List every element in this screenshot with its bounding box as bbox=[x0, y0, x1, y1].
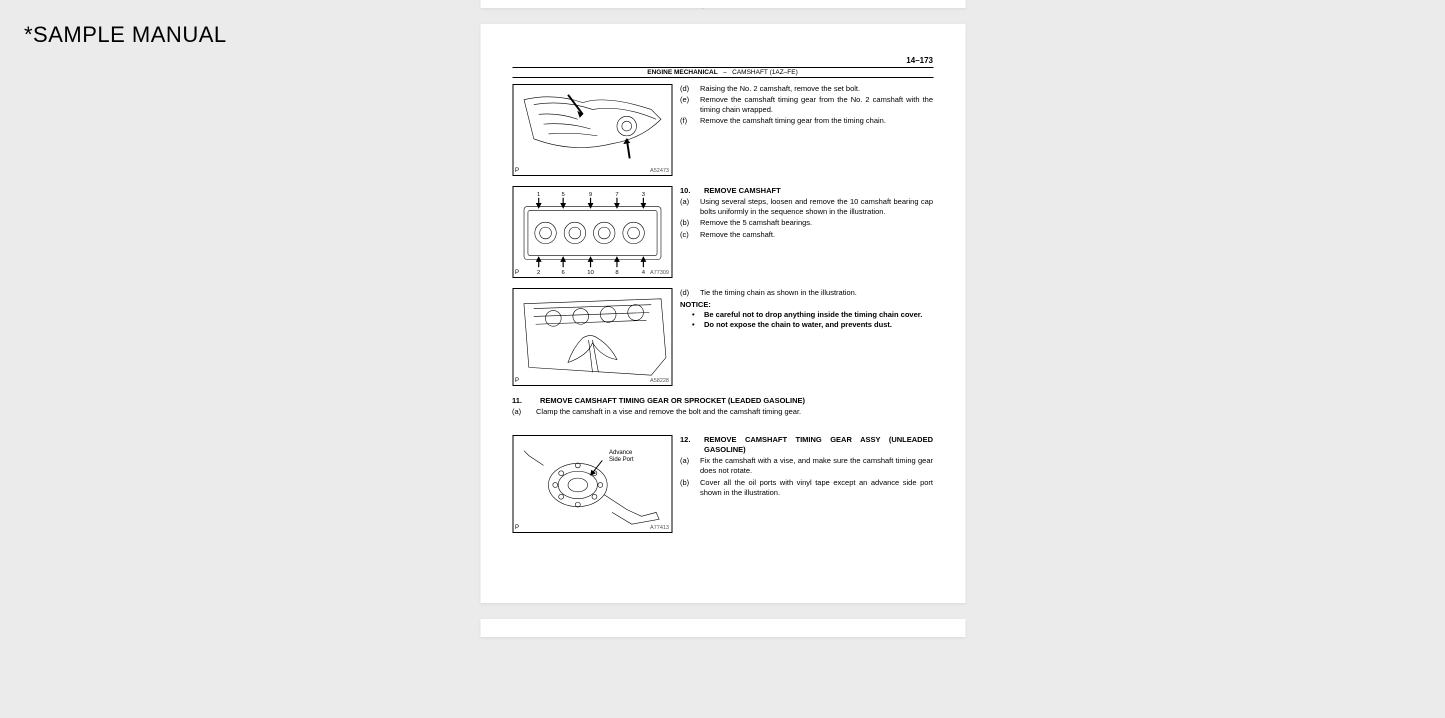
page-header: ENGINE MECHANICAL – CAMSHAFT (1AZ–FE) bbox=[512, 67, 933, 78]
figure-3-svg bbox=[513, 289, 671, 385]
step-12a-text: Fix the camshaft with a vise, and make s… bbox=[700, 456, 933, 476]
step-12b-text: Cover all the oil ports with vinyl tape … bbox=[700, 478, 933, 498]
section-2: 1 5 9 7 3 2 6 10 8 4 P A77309 bbox=[512, 186, 933, 278]
section-1: P A52473 (d) Raising the No. 2 camshaft, … bbox=[512, 84, 933, 176]
notice-label: NOTICE: bbox=[680, 300, 933, 310]
figure-1: P A52473 bbox=[512, 84, 672, 176]
svg-text:3: 3 bbox=[641, 192, 644, 198]
header-section: ENGINE MECHANICAL bbox=[647, 69, 717, 76]
section-5-steps: 12. REMOVE CAMSHAFT TIMING GEAR ASSY (UNL… bbox=[680, 435, 933, 533]
next-page-sliver bbox=[480, 619, 965, 637]
figure-2-svg: 1 5 9 7 3 2 6 10 8 4 bbox=[513, 187, 671, 277]
bullet-2-dot: • bbox=[692, 320, 698, 330]
figure-5: AdvanceSide Port P A77413 bbox=[512, 435, 672, 533]
step-10c-marker: (c) bbox=[680, 230, 694, 240]
step-e-marker: (e) bbox=[680, 95, 694, 115]
figure-5-p: P bbox=[515, 525, 519, 531]
figure-1-svg bbox=[513, 85, 671, 175]
svg-text:10: 10 bbox=[587, 270, 594, 276]
figure-2-p: P bbox=[515, 270, 519, 276]
step-12-title: REMOVE CAMSHAFT TIMING GEAR ASSY (UNLEAD… bbox=[704, 435, 933, 455]
figure-1-ref: A52473 bbox=[650, 168, 669, 174]
step-10a-text: Using several steps, loosen and remove t… bbox=[700, 197, 933, 217]
bullet-1-text: Be careful not to drop anything inside t… bbox=[704, 310, 922, 320]
header-sep: – bbox=[723, 69, 727, 76]
figure-2: 1 5 9 7 3 2 6 10 8 4 P A77309 bbox=[512, 186, 672, 278]
step-f-marker: (f) bbox=[680, 116, 694, 126]
section-1-steps: (d) Raising the No. 2 camshaft, remove th… bbox=[680, 84, 933, 176]
svg-text:9: 9 bbox=[588, 192, 591, 198]
section-3-steps: (d) Tie the timing chain as shown in the … bbox=[680, 288, 933, 386]
svg-text:5: 5 bbox=[561, 192, 565, 198]
step-10b-marker: (b) bbox=[680, 218, 694, 228]
step-11a-marker: (a) bbox=[512, 407, 526, 418]
svg-text:6: 6 bbox=[561, 270, 564, 276]
section-2-steps: 10. REMOVE CAMSHAFT (a) Using several step… bbox=[680, 186, 933, 278]
step-12-num: 12. bbox=[680, 435, 698, 455]
header-sub: CAMSHAFT (1AZ–FE) bbox=[732, 69, 798, 76]
step-12b-marker: (b) bbox=[680, 478, 694, 498]
figure-5-svg bbox=[513, 436, 671, 532]
sample-manual-label: *SAMPLE MANUAL bbox=[24, 22, 227, 48]
figure-3-ref: A58228 bbox=[650, 378, 669, 384]
figure-3: P A58228 bbox=[512, 288, 672, 386]
step-e-text: Remove the camshaft timing gear from the… bbox=[700, 95, 933, 115]
page-number: 14–173 bbox=[512, 56, 933, 65]
figure-2-ref: A77309 bbox=[650, 270, 669, 276]
step-3d-marker: (d) bbox=[680, 288, 694, 298]
bullet-1-dot: • bbox=[692, 310, 698, 320]
step-12a-marker: (a) bbox=[680, 456, 694, 476]
manual-page: 14–173 ENGINE MECHANICAL – CAMSHAFT (1AZ… bbox=[480, 24, 965, 603]
step-3d-text: Tie the timing chain as shown in the ill… bbox=[700, 288, 933, 298]
step-11-title: REMOVE CAMSHAFT TIMING GEAR OR SPROCKET … bbox=[540, 396, 933, 407]
svg-text:7: 7 bbox=[615, 192, 618, 198]
figure-3-p: P bbox=[515, 378, 519, 384]
section-4: 11. REMOVE CAMSHAFT TIMING GEAR OR SPROCK… bbox=[512, 396, 933, 417]
svg-text:1: 1 bbox=[537, 192, 540, 198]
bullet-2-text: Do not expose the chain to water, and pr… bbox=[704, 320, 892, 330]
step-11-num: 11. bbox=[512, 396, 530, 407]
notice-bullets: • Be careful not to drop anything inside … bbox=[692, 310, 933, 330]
page-stack: 14–173 ENGINE MECHANICAL – CAMSHAFT (1AZ… bbox=[480, 0, 965, 637]
step-d-text: Raising the No. 2 camshaft, remove the s… bbox=[700, 84, 933, 94]
svg-text:8: 8 bbox=[615, 270, 618, 276]
svg-text:4: 4 bbox=[641, 270, 645, 276]
step-10a-marker: (a) bbox=[680, 197, 694, 217]
figure-5-label: AdvanceSide Port bbox=[609, 450, 634, 463]
step-10c-text: Remove the camshaft. bbox=[700, 230, 933, 240]
section-3: P A58228 (d) Tie the timing chain as show… bbox=[512, 288, 933, 386]
figure-1-p: P bbox=[515, 168, 519, 174]
step-11a-text: Clamp the camshaft in a vise and remove … bbox=[536, 407, 933, 418]
prev-page-sliver bbox=[480, 0, 965, 8]
step-10b-text: Remove the 5 camshaft bearings. bbox=[700, 218, 933, 228]
svg-text:2: 2 bbox=[537, 270, 540, 276]
step-10-title: REMOVE CAMSHAFT bbox=[704, 186, 933, 196]
section-5: AdvanceSide Port P A77413 12. REMOVE CAMS… bbox=[512, 435, 933, 533]
step-f-text: Remove the camshaft timing gear from the… bbox=[700, 116, 933, 126]
figure-5-ref: A77413 bbox=[650, 525, 669, 531]
step-d-marker: (d) bbox=[680, 84, 694, 94]
step-10-num: 10. bbox=[680, 186, 698, 196]
